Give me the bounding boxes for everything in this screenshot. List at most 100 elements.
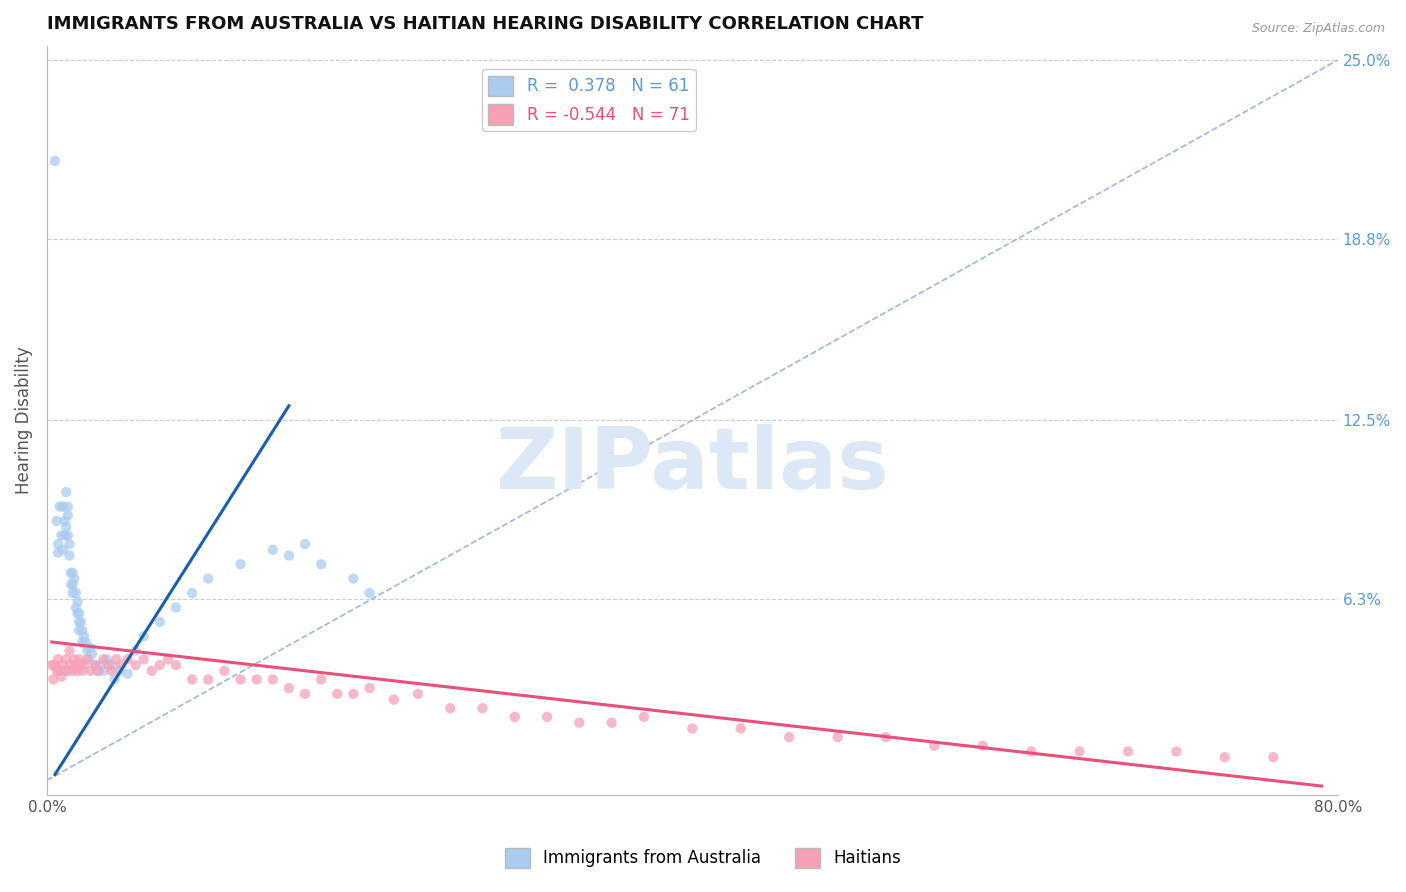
Point bbox=[69, 658, 91, 673]
Point bbox=[924, 739, 946, 753]
Point bbox=[730, 722, 752, 736]
Point bbox=[359, 681, 381, 695]
Point bbox=[51, 528, 73, 542]
Point bbox=[214, 664, 236, 678]
Point bbox=[181, 673, 204, 687]
Point bbox=[76, 643, 98, 657]
Point bbox=[65, 586, 87, 600]
Point bbox=[45, 664, 67, 678]
Point bbox=[1019, 744, 1042, 758]
Point bbox=[66, 595, 89, 609]
Point bbox=[51, 670, 73, 684]
Point bbox=[382, 692, 405, 706]
Point bbox=[1166, 744, 1188, 758]
Point bbox=[132, 629, 155, 643]
Point bbox=[149, 658, 172, 673]
Point bbox=[58, 643, 80, 657]
Point bbox=[44, 658, 66, 673]
Point bbox=[53, 664, 76, 678]
Point bbox=[681, 722, 703, 736]
Point bbox=[262, 673, 284, 687]
Point bbox=[600, 715, 623, 730]
Point bbox=[60, 658, 83, 673]
Point bbox=[67, 624, 90, 638]
Legend: R =  0.378   N = 61, R = -0.544   N = 71: R = 0.378 N = 61, R = -0.544 N = 71 bbox=[482, 69, 696, 131]
Text: IMMIGRANTS FROM AUSTRALIA VS HAITIAN HEARING DISABILITY CORRELATION CHART: IMMIGRANTS FROM AUSTRALIA VS HAITIAN HEA… bbox=[46, 15, 924, 33]
Point bbox=[246, 673, 269, 687]
Point bbox=[56, 664, 79, 678]
Point bbox=[73, 629, 96, 643]
Point bbox=[60, 566, 83, 580]
Point bbox=[124, 643, 146, 657]
Point bbox=[132, 652, 155, 666]
Point bbox=[1263, 750, 1285, 764]
Point bbox=[79, 640, 101, 655]
Point bbox=[262, 542, 284, 557]
Point bbox=[84, 658, 107, 673]
Point bbox=[536, 710, 558, 724]
Point bbox=[1116, 744, 1139, 758]
Point bbox=[104, 673, 127, 687]
Point bbox=[100, 664, 122, 678]
Point bbox=[229, 558, 252, 572]
Point bbox=[503, 710, 526, 724]
Point bbox=[44, 153, 66, 168]
Point bbox=[55, 652, 77, 666]
Point bbox=[197, 673, 219, 687]
Point bbox=[294, 537, 316, 551]
Point bbox=[75, 635, 97, 649]
Point bbox=[77, 652, 100, 666]
Point bbox=[73, 658, 96, 673]
Point bbox=[80, 647, 103, 661]
Point bbox=[65, 658, 87, 673]
Point bbox=[1213, 750, 1236, 764]
Point bbox=[778, 730, 800, 744]
Point bbox=[41, 658, 63, 673]
Point bbox=[105, 652, 128, 666]
Point bbox=[67, 606, 90, 620]
Point bbox=[93, 664, 115, 678]
Point bbox=[62, 586, 84, 600]
Point bbox=[66, 664, 89, 678]
Point bbox=[156, 652, 179, 666]
Text: Source: ZipAtlas.com: Source: ZipAtlas.com bbox=[1251, 22, 1385, 36]
Point bbox=[110, 658, 132, 673]
Point bbox=[124, 658, 146, 673]
Point bbox=[72, 664, 94, 678]
Point bbox=[72, 635, 94, 649]
Point bbox=[972, 739, 994, 753]
Point bbox=[69, 615, 91, 629]
Point bbox=[55, 520, 77, 534]
Point bbox=[72, 624, 94, 638]
Point bbox=[76, 652, 98, 666]
Point bbox=[471, 701, 494, 715]
Point bbox=[406, 687, 429, 701]
Point bbox=[52, 542, 75, 557]
Point bbox=[56, 500, 79, 514]
Point bbox=[46, 652, 69, 666]
Point bbox=[96, 652, 118, 666]
Point bbox=[58, 549, 80, 563]
Point bbox=[53, 528, 76, 542]
Point bbox=[181, 586, 204, 600]
Point bbox=[633, 710, 655, 724]
Point bbox=[277, 681, 299, 695]
Point bbox=[97, 658, 120, 673]
Y-axis label: Hearing Disability: Hearing Disability bbox=[15, 346, 32, 494]
Point bbox=[86, 664, 108, 678]
Point bbox=[87, 664, 110, 678]
Point bbox=[49, 664, 72, 678]
Point bbox=[89, 658, 111, 673]
Point bbox=[108, 664, 131, 678]
Point bbox=[62, 577, 84, 591]
Point bbox=[66, 606, 89, 620]
Point bbox=[827, 730, 849, 744]
Text: ZIPatlas: ZIPatlas bbox=[495, 424, 889, 507]
Point bbox=[60, 577, 83, 591]
Point bbox=[46, 537, 69, 551]
Point bbox=[49, 500, 72, 514]
Point bbox=[342, 687, 364, 701]
Point bbox=[62, 664, 84, 678]
Point bbox=[55, 485, 77, 500]
Point bbox=[309, 558, 332, 572]
